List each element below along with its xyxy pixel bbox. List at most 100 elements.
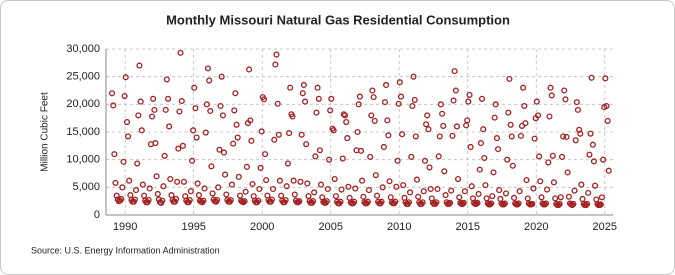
data-point <box>419 199 426 206</box>
data-point <box>344 135 351 142</box>
data-point <box>463 122 470 129</box>
data-point <box>381 99 389 106</box>
data-point <box>544 186 551 193</box>
data-point <box>193 134 200 141</box>
data-point <box>570 200 577 207</box>
data-point <box>433 199 440 206</box>
data-point <box>260 96 268 103</box>
data-point <box>605 167 612 174</box>
data-point <box>522 120 529 127</box>
data-point <box>235 173 242 180</box>
data-point <box>215 184 222 191</box>
data-point <box>178 97 185 105</box>
data-point <box>496 187 503 194</box>
data-point <box>572 137 579 144</box>
data-point <box>536 153 543 160</box>
data-point <box>564 169 571 176</box>
data-point <box>152 140 159 147</box>
data-point <box>220 149 228 156</box>
data-point <box>108 90 116 97</box>
data-point <box>286 130 293 137</box>
data-point <box>256 185 263 193</box>
data-point <box>478 95 486 102</box>
data-point <box>276 177 283 184</box>
x-tick-label: 2010 <box>387 221 411 233</box>
data-point <box>113 192 120 199</box>
data-point <box>577 130 584 137</box>
data-point <box>371 117 378 124</box>
data-point <box>602 75 609 82</box>
data-point <box>560 133 567 140</box>
data-point <box>523 177 530 184</box>
data-point <box>216 146 223 153</box>
data-point <box>311 189 318 196</box>
data-point <box>360 193 367 200</box>
data-point <box>487 201 494 208</box>
data-point <box>454 175 462 183</box>
data-point <box>218 73 225 80</box>
data-point <box>189 157 196 164</box>
y-tick-label: 20,000 <box>66 98 100 110</box>
data-point <box>131 196 138 203</box>
data-point <box>148 113 156 120</box>
data-point <box>327 107 334 114</box>
data-point <box>227 197 234 204</box>
data-point <box>112 179 119 186</box>
data-point <box>110 102 117 109</box>
data-point <box>501 200 508 207</box>
data-point <box>597 201 604 208</box>
data-point <box>413 176 420 183</box>
data-point <box>179 142 186 149</box>
data-point <box>186 197 193 204</box>
data-point <box>521 102 528 110</box>
data-point <box>167 175 174 183</box>
data-point <box>380 143 387 150</box>
data-point <box>134 160 141 167</box>
data-point <box>291 191 298 198</box>
data-point <box>165 95 172 102</box>
data-point <box>168 192 175 199</box>
data-point <box>343 118 350 126</box>
data-point <box>514 201 521 208</box>
data-point <box>555 201 562 209</box>
data-point <box>507 121 514 128</box>
data-point <box>576 126 583 133</box>
data-point <box>379 184 386 191</box>
data-point <box>174 178 181 185</box>
data-point <box>275 131 282 138</box>
data-point <box>141 192 148 199</box>
data-point <box>533 98 540 105</box>
data-point <box>255 197 262 204</box>
data-point <box>477 140 484 147</box>
data-point <box>120 158 127 165</box>
data-point <box>122 74 129 81</box>
data-point <box>445 200 453 207</box>
data-point <box>448 187 455 194</box>
data-point <box>135 112 142 119</box>
data-point <box>314 84 321 91</box>
data-point <box>411 96 418 103</box>
data-point <box>578 181 585 188</box>
data-point <box>119 184 126 191</box>
data-point <box>604 117 611 124</box>
y-tick-label: 15,000 <box>66 126 100 138</box>
data-point <box>504 156 511 163</box>
data-point <box>442 192 449 199</box>
data-point <box>365 187 373 194</box>
data-point <box>490 169 497 176</box>
data-point <box>468 183 475 190</box>
data-point <box>494 146 502 153</box>
data-point <box>161 152 168 159</box>
source-note: Source: U.S. Energy Information Administ… <box>31 245 220 255</box>
data-point <box>598 194 605 201</box>
data-point <box>354 128 361 136</box>
data-point <box>584 200 591 207</box>
data-point <box>465 98 472 105</box>
data-point <box>538 194 545 201</box>
data-point <box>387 194 394 201</box>
data-point <box>364 198 371 205</box>
data-point <box>345 183 352 190</box>
data-point <box>316 147 323 154</box>
